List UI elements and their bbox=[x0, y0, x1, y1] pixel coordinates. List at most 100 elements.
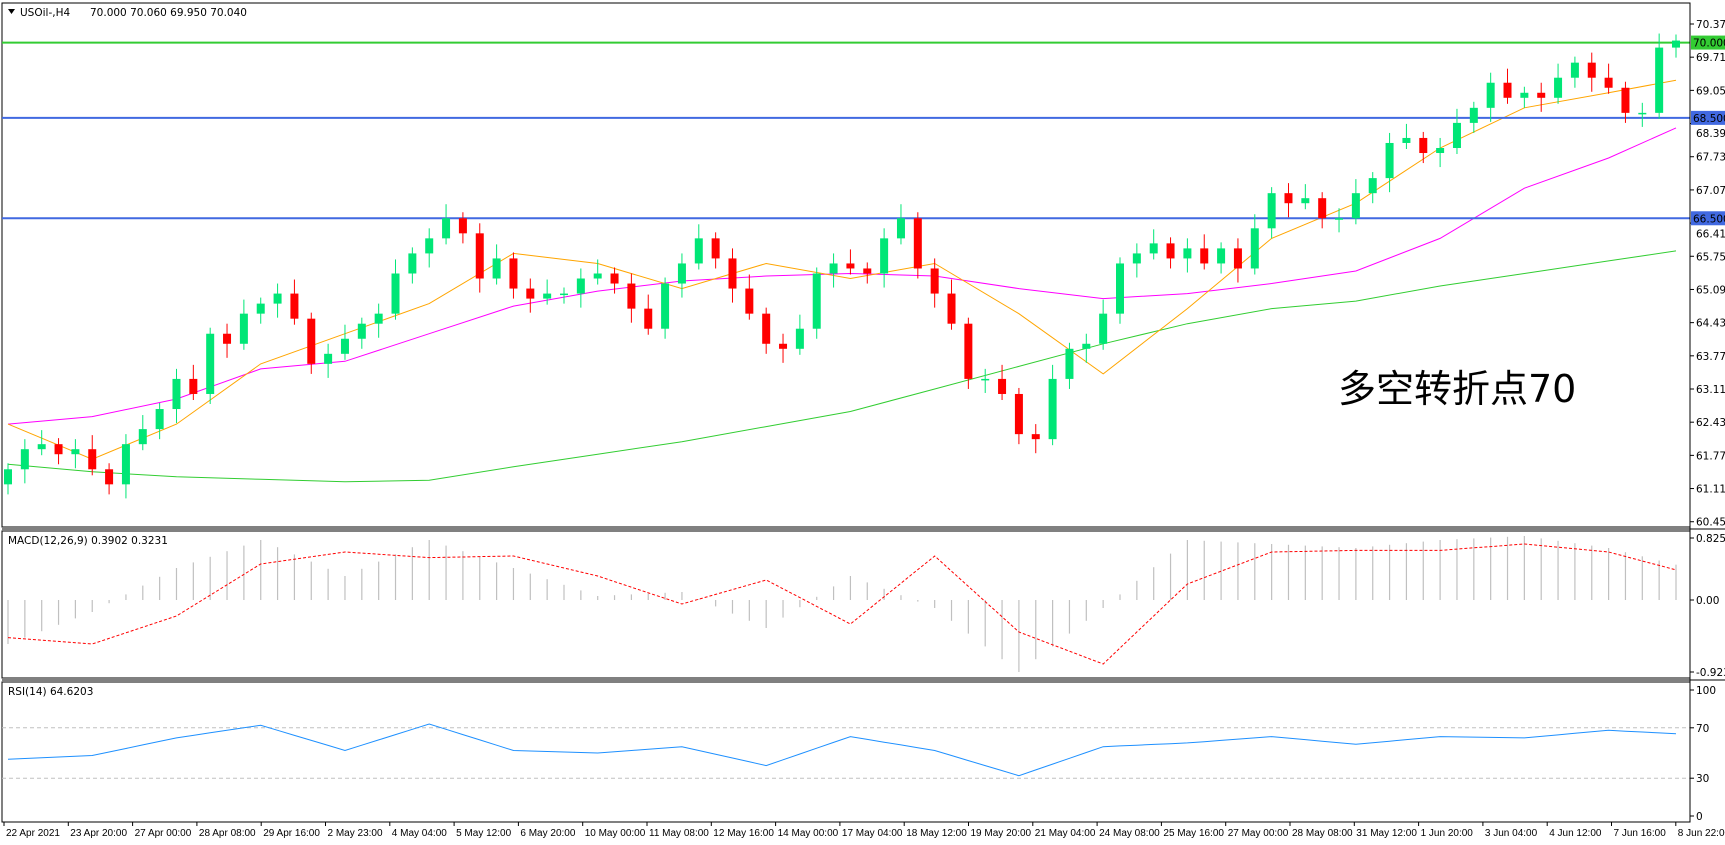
time-axis-label: 19 May 20:00 bbox=[971, 828, 1032, 839]
bull-candle bbox=[880, 238, 889, 274]
bull-candle bbox=[442, 218, 451, 239]
bull-candle bbox=[543, 293, 552, 299]
price-axis-label: 68.390 bbox=[1696, 128, 1725, 140]
time-axis-label: 25 May 16:00 bbox=[1163, 828, 1224, 839]
bull-candle bbox=[1267, 193, 1276, 229]
bear-candle bbox=[1031, 434, 1040, 440]
macd-title: MACD(12,26,9) 0.3902 0.3231 bbox=[8, 535, 168, 547]
bear-candle bbox=[290, 293, 299, 319]
bull-candle bbox=[576, 278, 585, 294]
bear-candle bbox=[930, 268, 939, 294]
bear-candle bbox=[998, 378, 1007, 394]
time-axis-label: 27 Apr 00:00 bbox=[135, 828, 192, 839]
price-axis-label: 64.430 bbox=[1696, 318, 1725, 330]
bear-candle bbox=[846, 263, 855, 269]
bear-candle bbox=[627, 283, 636, 309]
bull-candle bbox=[1132, 253, 1141, 264]
bull-candle bbox=[256, 303, 265, 314]
bear-candle bbox=[1318, 198, 1327, 219]
price-axis-label: 61.115 bbox=[1696, 484, 1725, 496]
bull-candle bbox=[560, 293, 568, 296]
time-axis-label: 17 May 04:00 bbox=[842, 828, 903, 839]
symbol-timeframe: USOil-,H4 bbox=[20, 7, 70, 19]
bull-candle bbox=[829, 263, 838, 274]
macd-axis-label: 0.00 bbox=[1696, 595, 1719, 607]
bull-candle bbox=[1486, 82, 1495, 108]
bull-candle bbox=[1385, 142, 1394, 179]
time-axis-label: 28 May 08:00 bbox=[1292, 828, 1353, 839]
time-axis-label: 3 Jun 04:00 bbox=[1485, 828, 1538, 839]
bear-candle bbox=[947, 293, 956, 324]
bull-candle bbox=[1351, 193, 1360, 219]
macd-signal-line bbox=[7, 543, 1677, 665]
bull-candle bbox=[896, 218, 905, 239]
bull-candle bbox=[1402, 137, 1411, 143]
time-axis-label: 21 May 04:00 bbox=[1035, 828, 1096, 839]
bear-candle bbox=[307, 318, 316, 364]
bull-candle bbox=[593, 273, 602, 279]
bull-candle bbox=[1065, 348, 1074, 379]
bull-candle bbox=[425, 238, 434, 254]
bull-candle bbox=[1520, 92, 1529, 98]
bull-candle bbox=[981, 378, 990, 381]
price-axis-label: 67.070 bbox=[1696, 185, 1725, 197]
time-axis-label: 4 May 04:00 bbox=[392, 828, 447, 839]
bull-candle bbox=[1554, 77, 1563, 98]
price-axis-label: 63.110 bbox=[1696, 384, 1725, 396]
bear-candle bbox=[475, 233, 484, 279]
bull-candle bbox=[1048, 378, 1057, 440]
bull-candle bbox=[1082, 343, 1091, 349]
macd-axis-label: -0.9234 bbox=[1696, 667, 1725, 679]
bull-candle bbox=[172, 378, 181, 410]
rsi-axis-label: 70 bbox=[1696, 723, 1709, 735]
bear-candle bbox=[913, 218, 922, 269]
price-axis-label: 61.775 bbox=[1696, 450, 1725, 462]
bear-candle bbox=[1014, 393, 1023, 435]
bear-candle bbox=[1537, 92, 1546, 98]
time-axis-label: 10 May 00:00 bbox=[585, 828, 646, 839]
bear-candle bbox=[610, 273, 619, 284]
time-axis-label: 23 Apr 20:00 bbox=[70, 828, 127, 839]
dropdown-triangle-icon[interactable] bbox=[8, 9, 15, 14]
bull-candle bbox=[1116, 263, 1124, 314]
bear-candle bbox=[644, 308, 653, 329]
bull-candle bbox=[155, 409, 164, 430]
time-axis-label: 14 May 00:00 bbox=[778, 828, 839, 839]
rsi-axis-label: 30 bbox=[1696, 773, 1709, 785]
bull-candle bbox=[324, 353, 333, 364]
time-axis-label: 22 Apr 2021 bbox=[6, 828, 60, 839]
ohlc-values: 70.000 70.060 69.950 70.040 bbox=[90, 7, 247, 19]
bear-candle bbox=[1503, 82, 1512, 98]
bull-candle bbox=[71, 449, 80, 455]
bull-candle bbox=[357, 323, 366, 339]
bull-candle bbox=[1099, 313, 1108, 344]
time-axis-label: 28 Apr 08:00 bbox=[199, 828, 256, 839]
bull-candle bbox=[20, 449, 29, 470]
level-price-label: 68.500 bbox=[1693, 113, 1725, 125]
time-axis-label: 7 Jun 16:00 bbox=[1614, 828, 1667, 839]
bull-candle bbox=[340, 338, 349, 354]
bull-candle bbox=[795, 328, 804, 349]
bear-candle bbox=[54, 444, 63, 455]
price-axis-label: 66.410 bbox=[1696, 228, 1725, 240]
bear-candle bbox=[728, 258, 737, 289]
bear-candle bbox=[1200, 248, 1209, 264]
price-axis-label: 60.455 bbox=[1696, 517, 1725, 529]
bear-candle bbox=[1166, 243, 1175, 259]
bull-candle bbox=[206, 333, 215, 394]
bull-candle bbox=[1149, 243, 1158, 254]
bull-candle bbox=[239, 313, 248, 344]
bull-candle bbox=[1570, 62, 1579, 78]
time-axis-label: 6 May 20:00 bbox=[520, 828, 575, 839]
bull-candle bbox=[812, 273, 821, 329]
time-axis-label: 5 May 12:00 bbox=[456, 828, 511, 839]
bear-candle bbox=[1284, 193, 1293, 204]
price-axis-label: 69.710 bbox=[1696, 52, 1725, 64]
bear-candle bbox=[88, 449, 97, 470]
price-axis-label: 69.050 bbox=[1696, 85, 1725, 97]
bear-candle bbox=[964, 323, 973, 379]
bear-candle bbox=[526, 288, 535, 299]
